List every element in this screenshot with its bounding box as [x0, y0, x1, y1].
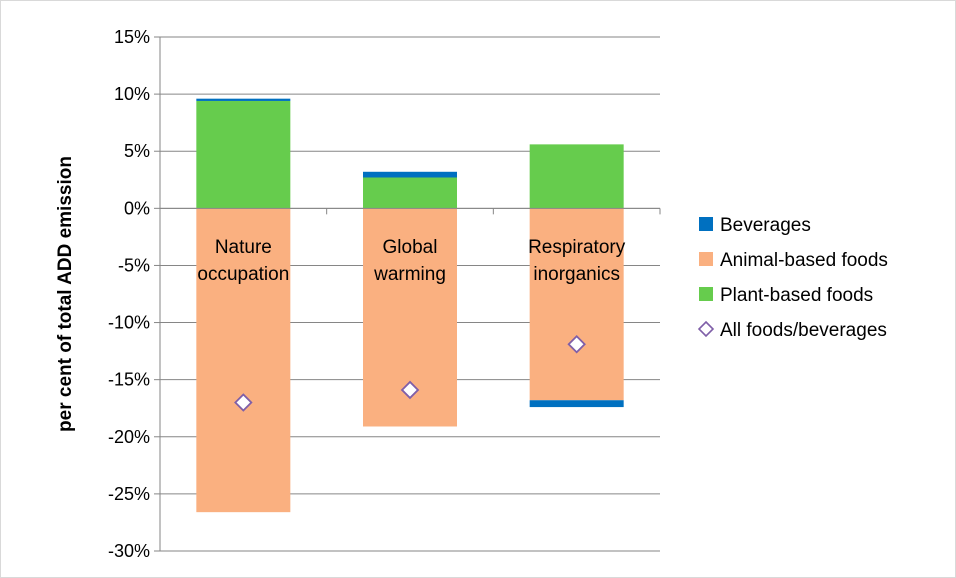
- category-label: occupation: [197, 264, 289, 285]
- category-label: warming: [373, 264, 446, 285]
- legend-swatch-plant-based-foods: [699, 287, 713, 301]
- legend-label: Beverages: [720, 215, 811, 236]
- y-tick-label: 0%: [124, 198, 150, 218]
- legend-label: Animal-based foods: [720, 250, 888, 271]
- y-tick-label: 5%: [124, 141, 150, 161]
- y-tick-label: 10%: [114, 84, 150, 104]
- bars: [196, 98, 624, 513]
- y-tick-label: -25%: [108, 484, 150, 504]
- marker-all-foods-beverages: [400, 380, 420, 400]
- bar-beverages: [529, 400, 624, 408]
- bar-beverages: [196, 98, 291, 101]
- y-tick-label: -5%: [118, 255, 150, 275]
- bar-plant-based-foods: [529, 144, 624, 209]
- bar-beverages: [363, 171, 457, 178]
- y-tick-label: -15%: [108, 370, 150, 390]
- y-tick-label: 15%: [114, 27, 150, 47]
- y-axis-title: per cent of total ADD emission: [55, 156, 76, 432]
- category-label: Nature: [215, 237, 272, 258]
- markers: [234, 334, 586, 412]
- category-label: Global: [383, 237, 438, 258]
- bar-animal-based-foods: [529, 208, 624, 401]
- legend-label: All foods/beverages: [720, 320, 887, 341]
- y-tick-label: -20%: [108, 427, 150, 447]
- legend-swatch-animal-based-foods: [699, 252, 713, 266]
- axes: 15% 10% 5% 0% -5% -10% -15% -20% -25% -30%: [108, 27, 661, 561]
- y-tick-label: -30%: [108, 541, 150, 561]
- bar-plant-based-foods: [363, 177, 457, 209]
- legend-label: Plant-based foods: [720, 285, 873, 306]
- legend-marker-all-foods-beverages: [697, 320, 715, 338]
- legend-swatch-beverages: [699, 217, 713, 231]
- category-label: inorganics: [533, 264, 620, 285]
- marker-all-foods-beverages: [567, 334, 586, 354]
- labels: Nature occupation Global warming Respiratory…: [55, 156, 626, 432]
- marker-all-foods-beverages: [234, 393, 253, 412]
- bar-animal-based-foods: [196, 208, 291, 513]
- bar-plant-based-foods: [196, 100, 291, 209]
- y-tick-label: -10%: [108, 313, 150, 333]
- legend: Beverages Animal-based foods Plant-based f…: [697, 215, 888, 341]
- category-label: Respiratory: [528, 237, 626, 258]
